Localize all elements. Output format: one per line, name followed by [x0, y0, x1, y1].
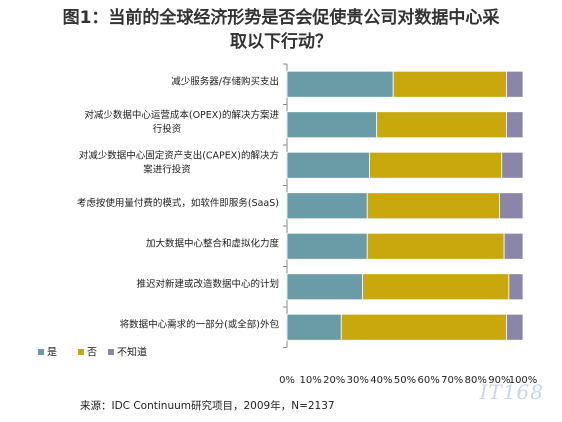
- legend-swatch: [38, 349, 44, 355]
- category-label: 对减少数据中心运营成本(OPEX)的解决方案进: [84, 109, 279, 121]
- chart-title: 图1：当前的全球经济形势是否会促使贵公司对数据中心采 取以下行动？: [0, 6, 562, 54]
- bar-segment: [392, 70, 507, 98]
- category-separators: [283, 63, 288, 348]
- category-label: 对减少数据中心固定资产支出(CAPEX)的解决方: [79, 149, 279, 161]
- x-tick-label: 0%: [279, 375, 295, 386]
- x-tick-label: 10%: [299, 375, 321, 386]
- x-axis: 0% 10% 20% 30% 40% 50% 60% 70% 80% 90%100%: [279, 375, 537, 386]
- bar-segment: [508, 273, 524, 301]
- source-note: 来源：IDC Continuum研究项目，2009年，N=2137: [80, 400, 335, 412]
- bar-segment: [503, 232, 524, 260]
- x-tick-label: 50%: [394, 375, 416, 386]
- bar-segment: [506, 70, 524, 98]
- x-tick-label: 20%: [323, 375, 345, 386]
- bar-segment: [506, 111, 524, 139]
- bar-segment: [286, 273, 363, 301]
- bar-segment: [286, 232, 368, 260]
- x-tick-label: 30%: [347, 375, 369, 386]
- category-label: 考虑按使用量付费的模式，如软件即服务(SaaS): [77, 197, 279, 209]
- x-tick-label: 60%: [417, 375, 439, 386]
- legend-label: 不知道: [117, 346, 147, 359]
- bar-segment: [362, 273, 510, 301]
- chart-title-line-2: 取以下行动？: [230, 32, 332, 52]
- bar-segment: [506, 313, 524, 341]
- legend-swatch: [78, 349, 84, 355]
- legend-label: 否: [87, 347, 97, 359]
- bar-segment: [286, 111, 378, 139]
- legend-label: 是: [47, 347, 57, 359]
- category-label: 推迟对新建或改造数据中心的计划: [136, 278, 279, 290]
- legend: 是 否 不知道: [38, 346, 147, 359]
- x-tick-label: 40%: [370, 375, 392, 386]
- bar-segment: [366, 192, 500, 220]
- bar-segment: [376, 111, 507, 139]
- x-tick-label: 70%: [441, 375, 463, 386]
- category-label: 行投资: [153, 123, 182, 135]
- category-label: 案进行投资: [143, 163, 191, 175]
- bar-segment: [286, 192, 368, 220]
- x-tick-label: 80%: [465, 375, 487, 386]
- bar-segment: [501, 151, 524, 179]
- category-label: 加大数据中心整合和虚拟化力度: [146, 237, 280, 249]
- bar-segment: [366, 232, 505, 260]
- bar-segment: [286, 151, 370, 179]
- bars: [286, 70, 524, 341]
- legend-swatch: [108, 349, 114, 355]
- x-tick-label: 100%: [509, 375, 538, 386]
- watermark-logo: IT168: [479, 380, 544, 404]
- bar-segment: [498, 192, 524, 220]
- bar-segment: [286, 70, 394, 98]
- chart-title-line-1: 图1：当前的全球经济形势是否会促使贵公司对数据中心采: [62, 8, 500, 28]
- category-label: 将数据中心需求的一部分(或全部)外包: [120, 318, 280, 330]
- bar-segment: [369, 151, 503, 179]
- x-tick-label: 90%: [488, 375, 510, 386]
- category-label: 减少服务器/存储购买支出: [171, 75, 279, 87]
- bar-segment: [340, 313, 507, 341]
- bar-segment: [286, 313, 342, 341]
- category-labels: 减少服务器/存储购买支出对减少数据中心运营成本(OPEX)的解决方案进行投资对减…: [77, 75, 280, 330]
